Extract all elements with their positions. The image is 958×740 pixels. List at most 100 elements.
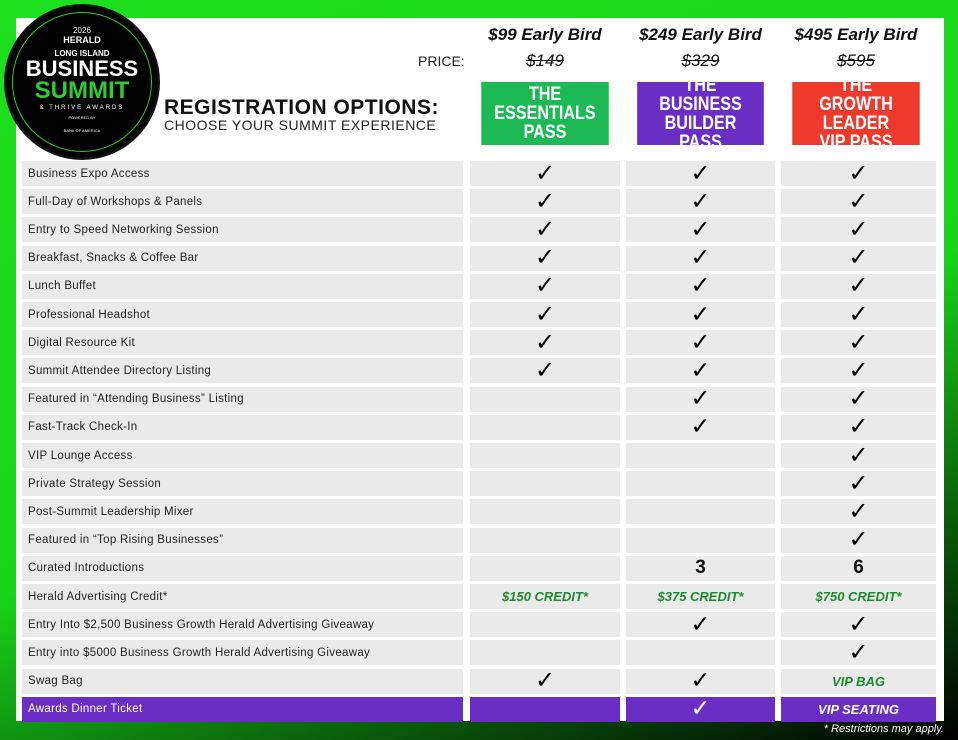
- feature-value: ✓: [470, 330, 620, 356]
- feature-value: ✓: [781, 497, 936, 525]
- feature-value: [470, 527, 620, 553]
- pass-name-line: THE: [528, 84, 562, 105]
- feature-value: ✓: [781, 356, 936, 384]
- feature-label: Summit Attendee Directory Listing: [22, 358, 463, 384]
- feature-value: ✓: [470, 215, 620, 243]
- feature-value: [470, 471, 620, 497]
- table-row: Featured in “Attending Business” Listing…: [22, 386, 936, 412]
- feature-label: Business Expo Access: [22, 161, 463, 186]
- pass-header: THE GROWTH LEADER VIP PASS: [792, 76, 920, 152]
- feature-value: [470, 696, 620, 722]
- logo-year: 2026: [73, 26, 91, 35]
- pass-name-line: GROWTH LEADER: [819, 93, 893, 134]
- feature-value: ✓: [781, 215, 936, 243]
- check-icon: ✓: [848, 300, 869, 328]
- check-icon: ✓: [848, 469, 869, 497]
- feature-value: [470, 555, 620, 581]
- check-icon: ✓: [848, 159, 869, 187]
- early-bird-price: $495 Early Bird: [794, 25, 918, 44]
- check-icon: ✓: [690, 244, 711, 272]
- check-icon: ✓: [848, 638, 869, 666]
- pass-name-line: THE: [839, 74, 873, 96]
- feature-value: ✓: [626, 215, 775, 243]
- check-icon: ✓: [848, 215, 869, 243]
- feature-value: ✓: [781, 527, 936, 553]
- regular-price: $595: [837, 51, 875, 70]
- logo-powered: POWERED BY: [68, 115, 96, 120]
- value-text: 3: [695, 557, 706, 579]
- feature-label: Post-Summit Leadership Mixer: [22, 499, 463, 525]
- feature-value: ✓: [470, 302, 620, 327]
- value-text: VIP SEATING: [818, 701, 899, 717]
- footnote: * Restrictions may apply.: [823, 723, 944, 735]
- pass-name-line: VIP PASS: [819, 131, 893, 153]
- check-icon: ✓: [690, 610, 711, 638]
- table-row: Fast-Track Check-In ✓ ✓: [22, 413, 936, 441]
- feature-value: ✓: [781, 189, 936, 215]
- feature-value: ✓: [626, 413, 775, 441]
- feature-label: Professional Headshot: [22, 302, 463, 327]
- value-text: $750 CREDIT*: [815, 589, 902, 604]
- feature-value: ✓: [626, 302, 775, 327]
- check-icon: ✓: [534, 300, 556, 328]
- feature-label: Digital Resource Kit: [22, 330, 463, 356]
- feature-value: ✓: [626, 668, 775, 694]
- check-icon: ✓: [690, 215, 711, 243]
- feature-label: Herald Advertising Credit*: [22, 584, 463, 609]
- feature-label: Breakfast, Snacks & Coffee Bar: [22, 245, 463, 271]
- logo-line3: & THRIVE AWARDS: [39, 105, 125, 111]
- feature-label: Private Strategy Session: [22, 471, 463, 497]
- summit-logo: 2026 HERALD LONG ISLAND BUSINESS SUMMIT …: [4, 4, 160, 160]
- check-icon: ✓: [690, 356, 711, 384]
- table-row: Professional Headshot ✓ ✓ ✓: [22, 302, 936, 327]
- check-icon: ✓: [534, 159, 556, 187]
- check-icon: ✓: [534, 272, 556, 300]
- check-icon: ✓: [848, 413, 869, 441]
- feature-value: ✓: [781, 469, 936, 497]
- check-icon: ✓: [534, 244, 556, 272]
- feature-value: ✓: [470, 668, 620, 694]
- feature-value: ✓: [781, 161, 936, 186]
- feature-value: [626, 471, 775, 497]
- page-title: REGISTRATION OPTIONS:: [164, 96, 439, 119]
- feature-value: ✓: [781, 443, 936, 468]
- feature-label: Awards Dinner Ticket: [22, 696, 463, 722]
- check-icon: ✓: [848, 356, 869, 384]
- table-row: Full-Day of Workshops & Panels ✓ ✓ ✓: [22, 189, 936, 215]
- feature-value: ✓: [470, 244, 620, 272]
- table-row: Post-Summit Leadership Mixer ✓: [22, 497, 936, 525]
- feature-value: ✓: [781, 638, 936, 666]
- check-icon: ✓: [690, 413, 711, 441]
- feature-label: Swag Bag: [22, 668, 463, 694]
- check-icon: ✓: [690, 159, 711, 187]
- logo-sponsor: BANK OF AMERICA: [63, 128, 101, 133]
- feature-value: 6: [781, 555, 936, 581]
- logo-brand: HERALD: [63, 35, 101, 45]
- feature-label: Curated Introductions: [22, 555, 463, 581]
- check-icon: ✓: [534, 215, 556, 243]
- table-row: Swag Bag ✓ ✓ VIP BAG: [22, 668, 936, 694]
- check-icon: ✓: [848, 497, 869, 525]
- feature-value: ✓: [781, 328, 936, 356]
- table-row: Entry to Speed Networking Session ✓ ✓ ✓: [22, 215, 936, 243]
- logo-region: LONG ISLAND: [54, 49, 110, 58]
- price-label: PRICE:: [418, 53, 465, 69]
- feature-value: ✓: [781, 302, 936, 327]
- value-text: $150 CREDIT*: [502, 589, 588, 604]
- value-text: VIP BAG: [832, 673, 885, 689]
- table-row: Entry Into $2,500 Business Growth Herald…: [22, 610, 936, 638]
- pass-header: THE ESSENTIALS PASS: [481, 82, 609, 145]
- feature-value: ✓: [626, 244, 775, 272]
- check-icon: ✓: [690, 272, 711, 300]
- feature-value: ✓: [781, 413, 936, 441]
- feature-value: VIP SEATING: [781, 696, 936, 722]
- feature-value: [626, 527, 775, 553]
- page-subtitle: CHOOSE YOUR SUMMIT EXPERIENCE: [164, 117, 437, 133]
- value-text: 6: [853, 557, 864, 579]
- feature-value: ✓: [470, 161, 620, 186]
- feature-value: ✓: [781, 612, 936, 638]
- feature-value: ✓: [781, 245, 936, 271]
- logo-line1: BUSINESS: [25, 56, 139, 81]
- check-icon: ✓: [848, 328, 869, 356]
- feature-value: [470, 414, 620, 440]
